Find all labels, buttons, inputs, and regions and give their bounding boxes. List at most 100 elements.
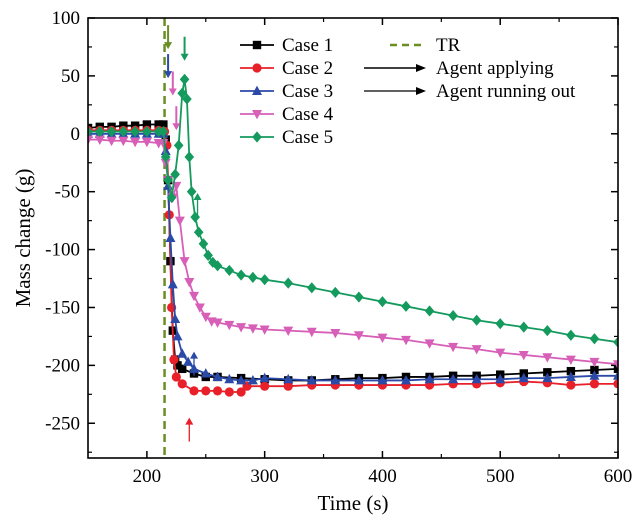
agent-applying-arrow-head — [164, 42, 173, 50]
data-point — [306, 375, 317, 385]
data-point — [589, 333, 600, 345]
data-point — [236, 387, 246, 397]
data-point — [212, 318, 223, 328]
series-3 — [88, 128, 618, 385]
y-axis-label: Mass change (g) — [11, 169, 35, 308]
data-point — [212, 260, 223, 272]
agent-applying-arrow-head — [172, 123, 181, 131]
x-tick-label: 400 — [368, 466, 397, 487]
data-point — [495, 373, 506, 384]
y-tick-label: -250 — [45, 413, 80, 434]
data-point — [589, 379, 600, 389]
data-point — [236, 375, 247, 385]
data-point — [179, 257, 190, 267]
data-point — [471, 345, 482, 355]
legend-marker — [252, 131, 262, 143]
agent-running-out-arrow-head — [193, 192, 202, 200]
data-point — [283, 381, 293, 391]
legend-item: Case 3 — [240, 81, 333, 102]
data-point — [377, 296, 388, 308]
data-point — [518, 321, 529, 333]
data-point — [106, 125, 117, 138]
y-tick-label: -200 — [45, 355, 80, 376]
data-point — [186, 186, 197, 198]
legend-label: TR — [436, 35, 461, 56]
legend-label: Case 5 — [282, 127, 333, 148]
data-point — [306, 282, 317, 294]
data-point — [130, 137, 141, 148]
data-point — [160, 151, 171, 163]
legend-marker — [252, 110, 262, 120]
data-point — [177, 348, 188, 358]
data-point — [613, 364, 618, 374]
data-point — [495, 318, 506, 330]
legend-label: Case 4 — [282, 104, 334, 125]
data-point — [158, 125, 169, 138]
data-point — [518, 372, 529, 383]
data-point — [174, 216, 185, 227]
legend-label: Case 2 — [282, 58, 333, 79]
data-point — [142, 125, 152, 138]
data-point — [154, 120, 163, 129]
data-point — [377, 375, 388, 385]
data-point — [495, 348, 506, 359]
data-point — [448, 309, 458, 322]
y-tick-label: 50 — [61, 66, 80, 87]
data-point — [198, 238, 209, 250]
legend-marker — [252, 85, 262, 95]
data-point — [190, 211, 200, 223]
data-point — [130, 121, 140, 130]
data-point — [118, 125, 129, 138]
data-point — [88, 135, 93, 145]
data-point — [590, 365, 599, 375]
data-point — [201, 386, 211, 396]
agent-running-out-arrow-head — [190, 351, 198, 359]
data-point — [448, 342, 459, 353]
data-point — [471, 314, 482, 326]
data-point — [353, 331, 364, 341]
data-point — [566, 380, 576, 390]
data-point — [565, 371, 576, 381]
legend-item: Case 2 — [240, 58, 333, 79]
data-point — [401, 375, 411, 385]
data-point — [224, 264, 235, 277]
data-point — [179, 73, 190, 85]
data-point — [247, 324, 258, 334]
data-point — [166, 191, 177, 204]
legend-label: Agent running out — [436, 81, 576, 102]
data-point — [613, 370, 618, 380]
data-point — [169, 354, 179, 365]
data-point — [177, 379, 187, 389]
data-point — [424, 305, 435, 317]
data-point — [224, 387, 234, 397]
agent-applying-arrow-head — [168, 88, 177, 96]
data-point — [401, 335, 411, 346]
data-point — [259, 325, 270, 335]
data-point — [193, 226, 204, 238]
data-point — [142, 120, 152, 129]
data-point — [200, 312, 211, 323]
legend-arrow-head — [416, 64, 426, 72]
data-point — [424, 373, 435, 384]
data-point — [236, 269, 246, 281]
y-tick-label: -150 — [45, 297, 80, 318]
legend-marker — [252, 40, 262, 50]
data-point — [259, 372, 270, 383]
data-point — [565, 355, 576, 365]
data-point — [183, 356, 194, 366]
data-point — [182, 93, 192, 105]
x-tick-label: 500 — [486, 466, 515, 487]
data-point — [203, 249, 213, 261]
data-point — [330, 375, 341, 385]
data-point — [424, 339, 435, 349]
x-tick-label: 600 — [604, 466, 633, 487]
data-point — [471, 373, 482, 384]
x-tick-label: 300 — [250, 466, 279, 487]
data-point — [542, 325, 553, 337]
data-point — [543, 368, 552, 377]
legend-label: Agent applying — [436, 58, 554, 79]
y-tick-label: -50 — [55, 182, 80, 203]
data-point — [306, 327, 317, 338]
